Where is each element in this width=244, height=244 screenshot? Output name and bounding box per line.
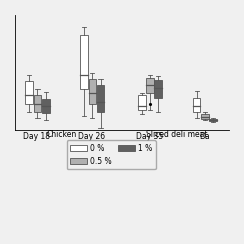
Legend: 0 %, 0.5 %, 1 %: 0 %, 0.5 %, 1 % <box>67 140 156 170</box>
Bar <box>25 81 33 103</box>
Bar <box>80 35 88 90</box>
Bar <box>193 98 201 112</box>
Text: Sliced deli meat: Sliced deli meat <box>146 130 208 139</box>
Bar <box>146 78 154 93</box>
Bar <box>209 119 217 121</box>
Bar <box>138 95 146 110</box>
Bar <box>154 81 162 98</box>
Bar <box>89 79 96 103</box>
Bar <box>34 95 41 112</box>
Bar <box>42 99 50 112</box>
Text: Chicken: Chicken <box>47 130 77 139</box>
Bar <box>201 114 209 119</box>
Bar <box>97 85 104 112</box>
